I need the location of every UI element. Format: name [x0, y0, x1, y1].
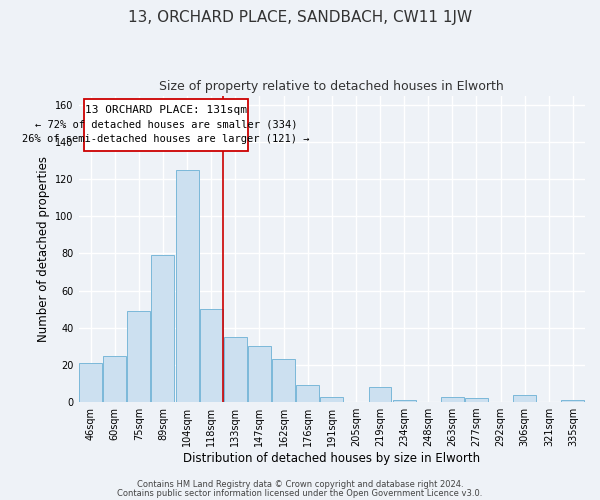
Bar: [224, 337, 247, 402]
Text: Contains public sector information licensed under the Open Government Licence v3: Contains public sector information licen…: [118, 489, 482, 498]
Text: 13 ORCHARD PLACE: 131sqm: 13 ORCHARD PLACE: 131sqm: [85, 105, 247, 115]
Bar: [296, 386, 319, 402]
Bar: [441, 396, 464, 402]
Bar: [272, 360, 295, 402]
Bar: [368, 387, 391, 402]
X-axis label: Distribution of detached houses by size in Elworth: Distribution of detached houses by size …: [183, 452, 481, 465]
Text: ← 72% of detached houses are smaller (334): ← 72% of detached houses are smaller (33…: [35, 120, 297, 130]
Text: Contains HM Land Registry data © Crown copyright and database right 2024.: Contains HM Land Registry data © Crown c…: [137, 480, 463, 489]
Bar: [465, 398, 488, 402]
Text: 26% of semi-detached houses are larger (121) →: 26% of semi-detached houses are larger (…: [22, 134, 310, 144]
Bar: [176, 170, 199, 402]
Bar: [562, 400, 584, 402]
Bar: [392, 400, 416, 402]
Bar: [248, 346, 271, 402]
Bar: [103, 356, 126, 402]
Bar: [79, 363, 102, 402]
Y-axis label: Number of detached properties: Number of detached properties: [37, 156, 50, 342]
Bar: [151, 256, 175, 402]
Title: Size of property relative to detached houses in Elworth: Size of property relative to detached ho…: [160, 80, 504, 93]
Text: 13, ORCHARD PLACE, SANDBACH, CW11 1JW: 13, ORCHARD PLACE, SANDBACH, CW11 1JW: [128, 10, 472, 25]
FancyBboxPatch shape: [83, 98, 248, 150]
Bar: [200, 309, 223, 402]
Bar: [513, 394, 536, 402]
Bar: [320, 396, 343, 402]
Bar: [127, 311, 150, 402]
